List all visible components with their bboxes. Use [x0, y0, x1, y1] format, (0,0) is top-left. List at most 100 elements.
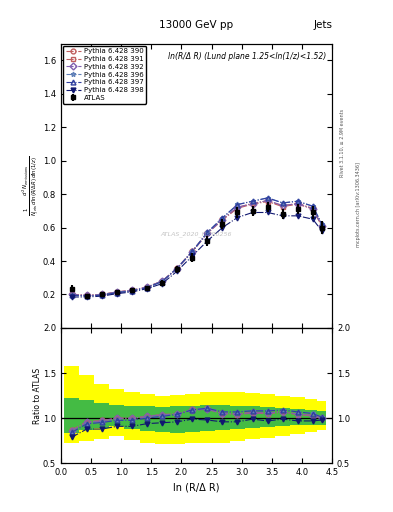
Pythia 6.428 396	[160, 279, 165, 285]
Pythia 6.428 390	[296, 200, 300, 206]
Pythia 6.428 390	[145, 284, 149, 290]
Pythia 6.428 392	[310, 206, 315, 212]
Pythia 6.428 392	[190, 249, 195, 255]
Pythia 6.428 398	[320, 228, 324, 234]
Pythia 6.428 392	[235, 204, 240, 210]
Pythia 6.428 390	[310, 205, 315, 211]
Pythia 6.428 397	[115, 290, 119, 296]
Pythia 6.428 396	[250, 198, 255, 204]
Pythia 6.428 392	[84, 292, 89, 298]
Line: Pythia 6.428 396: Pythia 6.428 396	[69, 196, 324, 298]
Pythia 6.428 396	[220, 215, 225, 221]
Pythia 6.428 390	[265, 198, 270, 204]
Pythia 6.428 391	[250, 201, 255, 207]
Pythia 6.428 398	[235, 215, 240, 221]
Line: Pythia 6.428 392: Pythia 6.428 392	[69, 198, 324, 298]
Pythia 6.428 390	[205, 229, 210, 236]
Pythia 6.428 396	[320, 221, 324, 227]
Pythia 6.428 392	[205, 230, 210, 237]
X-axis label: ln (R/Δ R): ln (R/Δ R)	[173, 483, 220, 493]
Pythia 6.428 396	[310, 203, 315, 209]
Pythia 6.428 397	[190, 248, 195, 254]
Pythia 6.428 397	[70, 292, 74, 298]
Text: Jets: Jets	[313, 20, 332, 31]
Pythia 6.428 392	[280, 202, 285, 208]
Pythia 6.428 391	[280, 204, 285, 210]
Pythia 6.428 398	[310, 216, 315, 222]
Pythia 6.428 392	[115, 289, 119, 295]
Pythia 6.428 397	[205, 229, 210, 236]
Pythia 6.428 397	[296, 198, 300, 204]
Pythia 6.428 392	[320, 223, 324, 229]
Pythia 6.428 396	[130, 288, 134, 294]
Pythia 6.428 390	[280, 203, 285, 209]
Pythia 6.428 390	[84, 292, 89, 298]
Pythia 6.428 396	[265, 195, 270, 201]
Pythia 6.428 397	[175, 265, 180, 271]
Pythia 6.428 397	[310, 203, 315, 209]
Pythia 6.428 397	[320, 221, 324, 227]
Text: ATLAS_2020_I1790256: ATLAS_2020_I1790256	[161, 231, 232, 237]
Pythia 6.428 392	[175, 265, 180, 271]
Pythia 6.428 398	[220, 224, 225, 230]
Pythia 6.428 396	[280, 200, 285, 206]
Pythia 6.428 396	[235, 201, 240, 207]
Pythia 6.428 390	[99, 291, 104, 297]
Text: mcplots.cern.ch [arXiv:1306.3436]: mcplots.cern.ch [arXiv:1306.3436]	[356, 162, 361, 247]
Pythia 6.428 391	[160, 278, 165, 284]
Pythia 6.428 390	[160, 278, 165, 284]
Pythia 6.428 390	[115, 289, 119, 295]
Pythia 6.428 390	[250, 200, 255, 206]
Pythia 6.428 390	[70, 291, 74, 297]
Pythia 6.428 397	[220, 215, 225, 221]
Pythia 6.428 392	[220, 217, 225, 223]
Y-axis label: $\frac{1}{N_{jets}}\frac{d^2 N_{emissions}}{d\ln(R/\Delta R)\,d\ln(1/z)}$: $\frac{1}{N_{jets}}\frac{d^2 N_{emission…	[21, 156, 41, 216]
Pythia 6.428 391	[115, 289, 119, 295]
Pythia 6.428 398	[296, 213, 300, 219]
Pythia 6.428 397	[145, 285, 149, 291]
Pythia 6.428 392	[145, 284, 149, 290]
Text: ln(R/Δ R) (Lund plane 1.25<ln(1/z)<1.52): ln(R/Δ R) (Lund plane 1.25<ln(1/z)<1.52)	[169, 52, 327, 61]
Pythia 6.428 392	[265, 197, 270, 203]
Pythia 6.428 397	[235, 202, 240, 208]
Pythia 6.428 396	[145, 284, 149, 290]
Line: Pythia 6.428 398: Pythia 6.428 398	[69, 210, 324, 300]
Legend: Pythia 6.428 390, Pythia 6.428 391, Pythia 6.428 392, Pythia 6.428 396, Pythia 6: Pythia 6.428 390, Pythia 6.428 391, Pyth…	[63, 46, 146, 103]
Pythia 6.428 398	[280, 213, 285, 219]
Pythia 6.428 391	[296, 201, 300, 207]
Pythia 6.428 398	[250, 209, 255, 216]
Pythia 6.428 397	[84, 293, 89, 299]
Pythia 6.428 398	[70, 294, 74, 300]
Pythia 6.428 391	[70, 291, 74, 297]
Pythia 6.428 397	[99, 292, 104, 298]
Pythia 6.428 391	[265, 199, 270, 205]
Pythia 6.428 391	[220, 217, 225, 223]
Line: Pythia 6.428 390: Pythia 6.428 390	[69, 198, 324, 298]
Pythia 6.428 390	[220, 216, 225, 222]
Pythia 6.428 392	[296, 201, 300, 207]
Pythia 6.428 396	[84, 293, 89, 299]
Line: Pythia 6.428 391: Pythia 6.428 391	[69, 199, 324, 298]
Pythia 6.428 397	[280, 200, 285, 206]
Pythia 6.428 391	[99, 291, 104, 297]
Pythia 6.428 396	[205, 229, 210, 236]
Pythia 6.428 390	[130, 287, 134, 293]
Pythia 6.428 390	[235, 204, 240, 210]
Pythia 6.428 398	[115, 290, 119, 296]
Pythia 6.428 398	[175, 268, 180, 274]
Pythia 6.428 392	[130, 287, 134, 293]
Pythia 6.428 398	[265, 209, 270, 216]
Pythia 6.428 396	[190, 248, 195, 254]
Pythia 6.428 391	[190, 249, 195, 255]
Pythia 6.428 391	[205, 230, 210, 237]
Pythia 6.428 398	[160, 281, 165, 287]
Pythia 6.428 391	[130, 287, 134, 293]
Pythia 6.428 397	[265, 195, 270, 201]
Pythia 6.428 396	[175, 265, 180, 271]
Pythia 6.428 390	[190, 248, 195, 254]
Pythia 6.428 391	[145, 284, 149, 290]
Pythia 6.428 398	[99, 293, 104, 299]
Pythia 6.428 390	[320, 223, 324, 229]
Pythia 6.428 396	[99, 292, 104, 298]
Pythia 6.428 398	[205, 238, 210, 244]
